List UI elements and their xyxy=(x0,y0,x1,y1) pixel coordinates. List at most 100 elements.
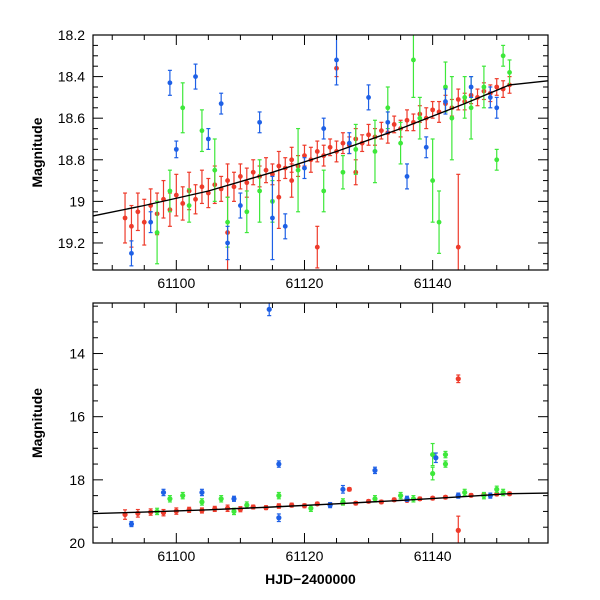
green-data-point xyxy=(462,489,468,496)
red-data-point xyxy=(244,180,250,186)
green-data-point xyxy=(430,470,436,477)
blue-data-point xyxy=(372,467,378,473)
blue-data-point xyxy=(404,174,410,179)
green-data-point xyxy=(276,493,282,499)
green-data-point xyxy=(507,70,512,75)
top-panel-frame xyxy=(92,34,549,271)
y-tick-label: 19.2 xyxy=(58,235,85,251)
green-data-point xyxy=(180,493,186,499)
green-data-point xyxy=(308,505,314,511)
green-data-point xyxy=(167,496,173,502)
blue-data-point xyxy=(366,94,371,100)
blue-data-point xyxy=(205,136,211,142)
blue-data-point xyxy=(468,84,474,90)
x-tick-label: 61120 xyxy=(286,548,324,564)
green-data-point xyxy=(449,115,455,121)
red-data-point xyxy=(135,510,141,516)
red-data-point xyxy=(391,497,397,503)
blue-data-point xyxy=(443,99,448,104)
green-data-point xyxy=(295,167,301,173)
green-data-point xyxy=(398,493,404,499)
blue-data-point xyxy=(334,57,339,63)
top-panel: 18.2 18.4 18.6 18.8 19 19.2 61100 61120 61140 M… xyxy=(29,27,549,291)
green-data-point xyxy=(372,149,378,154)
y-tick-label: 18.8 xyxy=(58,152,85,168)
green-data-point xyxy=(462,94,468,100)
bottom-panel-ticks xyxy=(93,303,548,544)
red-data-point xyxy=(289,157,295,163)
red-data-point xyxy=(250,504,256,510)
top-panel-data xyxy=(122,35,512,270)
green-data-point xyxy=(468,105,474,111)
red-data-point xyxy=(180,201,186,206)
green-data-point xyxy=(244,209,250,215)
red-data-point xyxy=(314,149,320,154)
red-data-point xyxy=(378,128,384,134)
green-data-point xyxy=(443,84,448,90)
red-data-point xyxy=(391,122,397,127)
green-data-point xyxy=(244,502,250,508)
red-data-point xyxy=(346,486,352,492)
y-tick-label: 14 xyxy=(69,346,85,362)
blue-data-point xyxy=(193,74,198,79)
red-data-point xyxy=(430,107,436,113)
green-data-point xyxy=(353,146,359,152)
red-data-point xyxy=(141,219,147,225)
x-tick-label: 61120 xyxy=(286,275,324,291)
green-data-point xyxy=(385,105,391,111)
green-data-point xyxy=(411,57,416,63)
blue-data-point xyxy=(487,94,493,100)
blue-data-point xyxy=(321,126,327,131)
blue-data-point xyxy=(327,502,333,508)
y-tick-label: 20 xyxy=(69,535,85,551)
green-data-point xyxy=(212,167,218,173)
bottom-x-axis-label: HJD−2400000 xyxy=(265,571,356,587)
green-data-point xyxy=(430,178,436,183)
blue-data-point xyxy=(385,119,391,125)
green-data-point xyxy=(436,219,442,225)
red-data-point xyxy=(468,492,474,498)
blue-data-point xyxy=(160,489,167,496)
green-data-point xyxy=(417,115,423,121)
bottom-panel-x-tick-labels: 61100 61120 61140 xyxy=(157,548,451,564)
blue-data-point xyxy=(237,203,243,208)
green-data-point xyxy=(186,203,192,208)
y-tick-label: 18.2 xyxy=(58,27,85,43)
green-data-point xyxy=(481,84,487,90)
y-tick-label: 16 xyxy=(69,409,85,425)
blue-data-point xyxy=(199,489,205,496)
red-data-point xyxy=(404,117,410,123)
red-data-point xyxy=(276,194,282,200)
blue-data-point xyxy=(302,165,307,171)
top-panel-y-tick-labels: 18.2 18.4 18.6 18.8 19 19.2 xyxy=(58,27,85,251)
red-data-point xyxy=(314,501,320,507)
green-data-point xyxy=(442,461,449,467)
green-data-point xyxy=(340,169,346,175)
y-tick-label: 19 xyxy=(69,193,85,209)
red-data-point xyxy=(366,132,371,138)
x-tick-label: 61140 xyxy=(414,548,452,564)
green-data-point xyxy=(231,508,237,515)
red-data-point xyxy=(455,376,461,382)
green-data-point xyxy=(494,157,500,163)
green-data-point xyxy=(500,53,506,59)
green-data-point xyxy=(321,188,327,194)
green-data-point xyxy=(180,105,186,111)
blue-data-point xyxy=(167,80,173,86)
red-data-point xyxy=(237,174,243,179)
blue-data-point xyxy=(340,486,346,492)
blue-data-point xyxy=(128,521,135,527)
green-data-point xyxy=(410,496,417,502)
red-data-point xyxy=(340,140,346,146)
green-data-point xyxy=(372,496,378,502)
blue-data-point xyxy=(270,215,275,221)
red-data-point xyxy=(193,196,198,202)
blue-data-point xyxy=(433,455,439,461)
blue-data-point xyxy=(266,306,272,312)
red-data-point xyxy=(122,215,128,221)
y-tick-label: 18.6 xyxy=(58,110,85,126)
bottom-panel-y-tick-labels: 14 16 18 20 xyxy=(69,346,85,551)
x-tick-label: 61140 xyxy=(414,275,452,291)
